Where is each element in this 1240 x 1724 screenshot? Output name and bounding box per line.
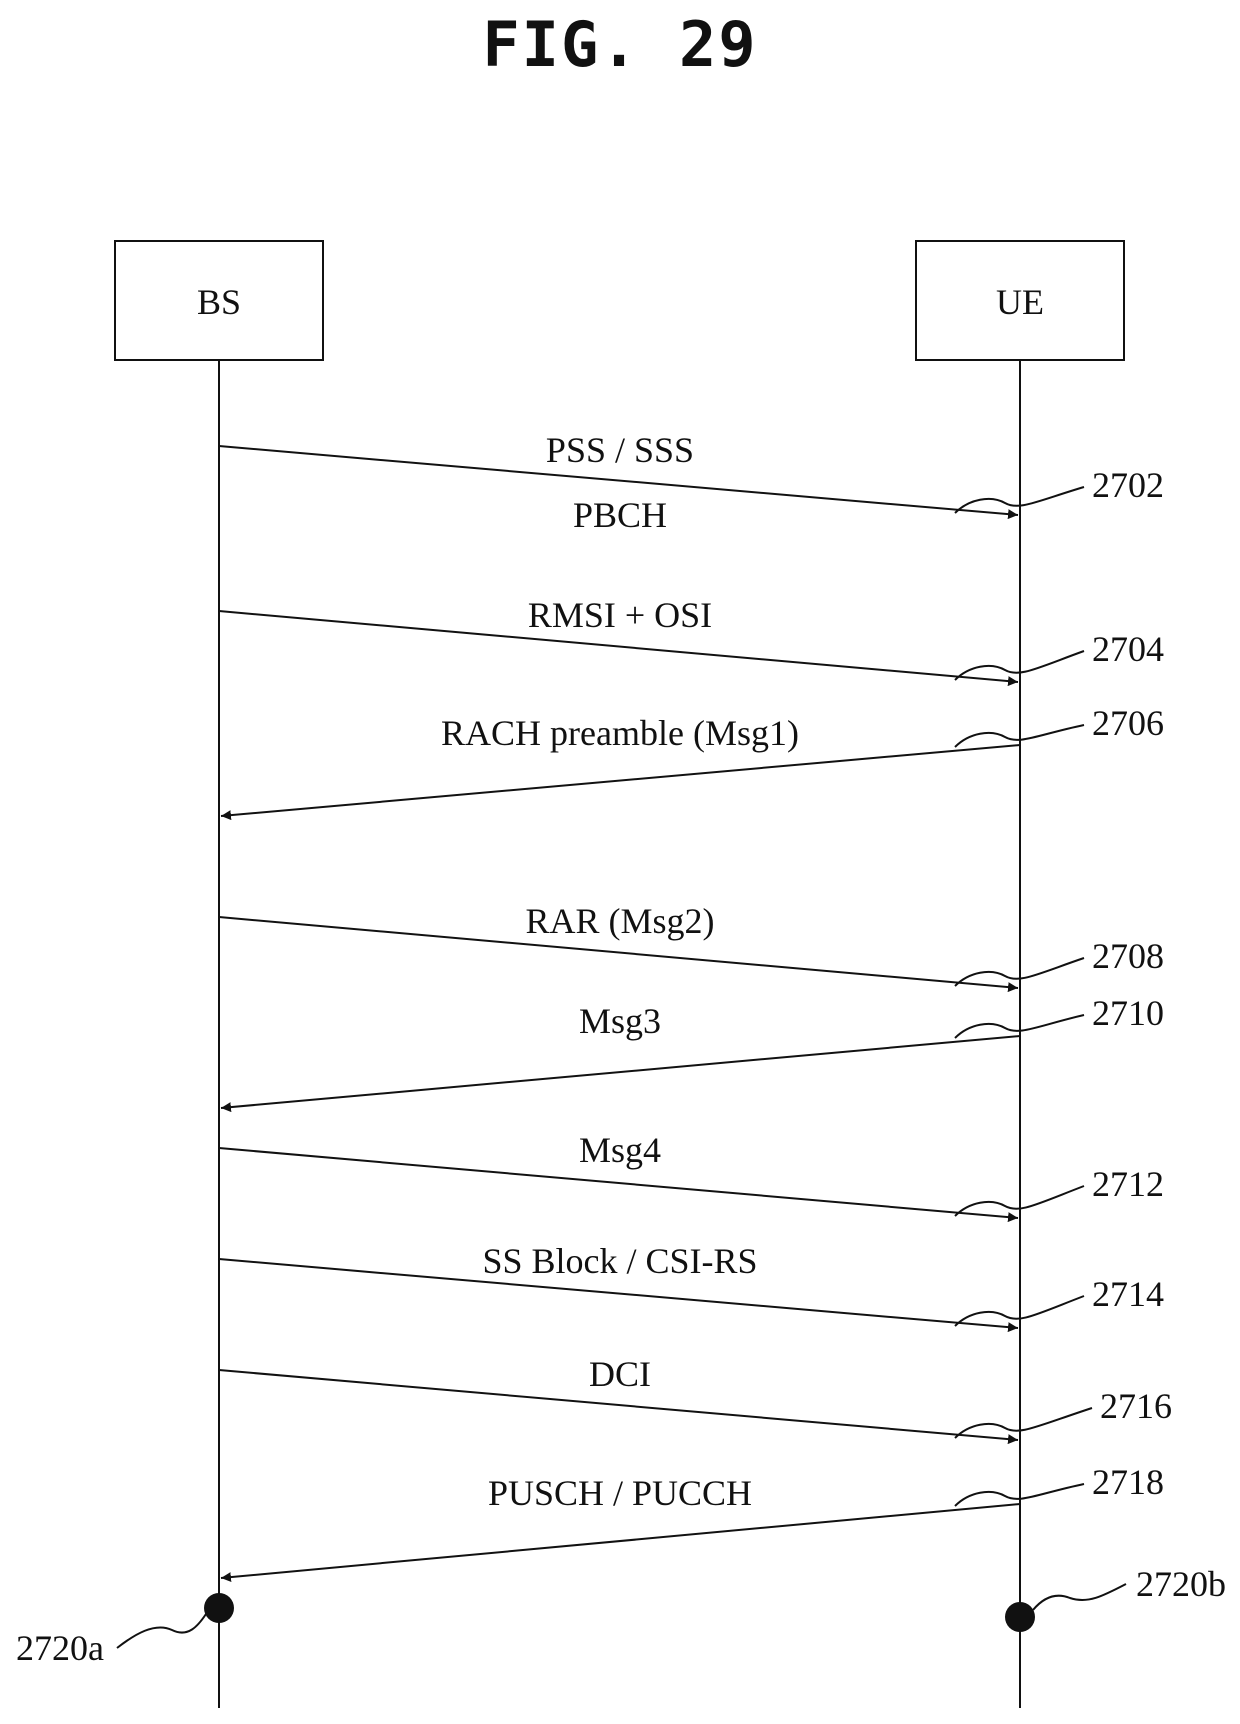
ue-label: UE	[996, 282, 1044, 322]
ref-rar: 2708	[1092, 936, 1164, 976]
ref-msg3: 2710	[1092, 993, 1164, 1033]
bs-label: BS	[197, 282, 241, 322]
ref-dci: 2716	[1100, 1386, 1172, 1426]
ue-endpoint-ref: 2720b	[1136, 1564, 1226, 1604]
ref-pusch-pucch: 2718	[1092, 1462, 1164, 1502]
arrow-rach-preamble	[221, 745, 1020, 816]
label-msg3: Msg3	[579, 1001, 661, 1041]
ref-rach-preamble: 2706	[1092, 703, 1164, 743]
arrow-msg3	[221, 1036, 1020, 1108]
arrow-pusch-pucch	[221, 1504, 1020, 1578]
messages-layer: PSS / SSS PBCH 2702 RMSI + OSI 2704 RACH prea…	[219, 430, 1172, 1578]
ref-ss-block-csi-rs: 2714	[1092, 1274, 1164, 1314]
label-dci: DCI	[589, 1354, 651, 1394]
ref-pss-sss: 2702	[1092, 465, 1164, 505]
label-rar: RAR (Msg2)	[525, 901, 714, 941]
label-pusch-pucch: PUSCH / PUCCH	[488, 1473, 752, 1513]
label2-pss-sss: PBCH	[573, 495, 667, 535]
label-ss-block-csi-rs: SS Block / CSI-RS	[482, 1241, 757, 1281]
ue-endpoint-leader	[1033, 1584, 1126, 1610]
label-rach-preamble: RACH preamble (Msg1)	[441, 713, 799, 753]
ref-msg4: 2712	[1092, 1164, 1164, 1204]
leader-dci	[955, 1408, 1092, 1438]
bs-endpoint-dot	[204, 1593, 234, 1623]
label-pss-sss: PSS / SSS	[546, 430, 694, 470]
ue-endpoint-dot	[1005, 1602, 1035, 1632]
ref-rmsi-osi: 2704	[1092, 629, 1164, 669]
label-rmsi-osi: RMSI + OSI	[528, 595, 712, 635]
bs-endpoint-ref: 2720a	[16, 1628, 104, 1668]
bs-endpoint-leader	[117, 1614, 206, 1648]
label-msg4: Msg4	[579, 1130, 661, 1170]
